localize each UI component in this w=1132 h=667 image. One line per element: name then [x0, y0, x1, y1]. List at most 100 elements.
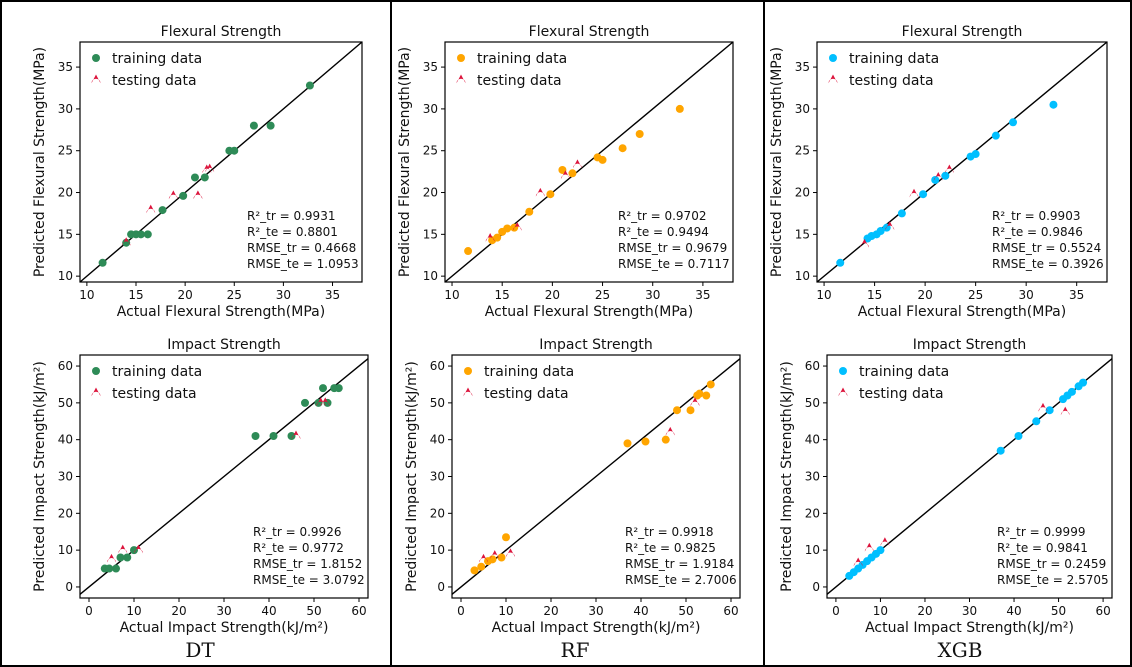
testing-point: [316, 397, 326, 407]
training-point: [1045, 406, 1054, 415]
panel-rf-flexural: Flexural Strength 10 15 20 25 30 35 10 15 20 25 30 3…: [397, 24, 734, 320]
y-tick-label: 25: [423, 144, 438, 158]
plot-area: [79, 41, 363, 283]
training-point: [623, 439, 632, 448]
training-point: [971, 150, 980, 159]
x-tick-label: 20: [171, 604, 186, 618]
training-point: [618, 144, 627, 153]
x-tick-label: 35: [325, 288, 340, 302]
y-tick-label: 20: [795, 186, 810, 200]
legend: training data testing data: [91, 51, 202, 89]
metric-annotation: R²_tr = 0.9918: [625, 525, 713, 539]
y-tick-label: 20: [805, 506, 820, 520]
x-tick-label: 60: [1095, 604, 1110, 618]
panel-title: Impact Strength: [539, 337, 652, 353]
testing-point: [506, 548, 515, 558]
training-point: [112, 564, 120, 573]
y-tick-label: 20: [58, 506, 73, 520]
y-tick-label: 15: [795, 227, 810, 241]
y-tick-label: 40: [58, 433, 73, 447]
x-tick-label: 10: [444, 288, 459, 302]
training-point: [882, 223, 891, 232]
legend: training data testing data: [456, 51, 567, 89]
metric-annotation: RMSE_te = 0.7117: [618, 257, 730, 271]
x-tick-label: 30: [645, 288, 660, 302]
y-axis-label: Predicted Impact Strength(kJ/m²): [779, 361, 795, 592]
legend-training-marker: [464, 367, 472, 375]
training-point: [105, 564, 114, 573]
x-tick-label: 10: [79, 288, 94, 302]
testing-point: [690, 397, 700, 407]
training-point: [477, 562, 486, 571]
legend-testing-marker: [456, 74, 466, 84]
y-tick-label: 30: [423, 102, 438, 116]
model-labels: DT RF XGB: [185, 638, 982, 662]
y-tick-label: 10: [795, 269, 810, 283]
y-tick-label: 60: [430, 359, 445, 373]
y-axis-label: Predicted Impact Strength(kJ/m²): [404, 361, 420, 592]
x-tick-label: 10: [126, 604, 141, 618]
testing-point: [944, 164, 954, 174]
metric-annotation: R²_te = 0.9825: [625, 541, 716, 555]
x-tick-label: 25: [595, 288, 610, 302]
testing-point: [490, 550, 500, 559]
training-point: [661, 435, 670, 444]
y-tick-label: 50: [430, 396, 445, 410]
x-tick-label: 20: [917, 604, 932, 618]
metric-annotation: R²_te = 0.9841: [997, 541, 1088, 555]
testing-point: [535, 187, 545, 197]
y-axis-label: Predicted Flexural Strength(MPa): [769, 47, 785, 277]
legend: training data testing data: [838, 364, 949, 402]
legend-testing-label: testing data: [484, 386, 569, 402]
panel-dt-impact: Impact Strength 0 10 20 30 40 50 60 0 10 20 30 40 50 6…: [32, 337, 369, 636]
y-tick-label: 10: [430, 543, 445, 557]
panel-title: Impact Strength: [913, 337, 1026, 353]
x-tick-label: 30: [216, 604, 231, 618]
metric-annotation: RMSE_tr = 1.9184: [625, 557, 734, 571]
training-point: [305, 81, 314, 90]
y-tick-label: 40: [805, 433, 820, 447]
x-tick-label: 25: [968, 288, 983, 302]
testing-point: [859, 238, 869, 248]
y-tick-label: 60: [58, 359, 73, 373]
training-point: [635, 129, 644, 138]
y-tick-label: 30: [58, 102, 73, 116]
x-tick-label: 10: [873, 604, 888, 618]
x-axis-label: Actual Impact Strength(kJ/m²): [865, 620, 1074, 636]
legend-testing-marker: [91, 74, 101, 84]
legend-training-marker: [92, 367, 100, 375]
testing-point: [665, 426, 675, 436]
y-tick-label: 60: [805, 359, 820, 373]
x-tick-label: 0: [832, 604, 840, 618]
plot-area: [816, 41, 1108, 283]
testing-point: [1038, 402, 1048, 412]
panel-dt-flexural: Flexural Strength 10 15 20 25 30 35 10 15 20 25 30 3…: [32, 24, 363, 320]
metric-annotation: R²_tr = 0.9903: [992, 209, 1080, 223]
training-point: [497, 553, 506, 562]
plot-area: [79, 354, 369, 599]
model-label-rf: RF: [561, 638, 590, 662]
testing-point: [909, 188, 919, 198]
x-tick-label: 20: [917, 288, 932, 302]
training-point: [123, 553, 132, 562]
testing-point: [572, 159, 582, 169]
training-point: [98, 258, 107, 267]
y-tick-label: 10: [58, 269, 73, 283]
training-point: [546, 190, 555, 199]
legend: training data testing data: [91, 364, 202, 402]
panel-title: Flexural Strength: [902, 24, 1023, 40]
y-tick-label: 50: [58, 396, 73, 410]
training-point: [502, 533, 510, 542]
x-tick-label: 15: [128, 288, 143, 302]
x-tick-label: 0: [85, 604, 93, 618]
metric-annotation: RMSE_te = 0.3926: [992, 257, 1104, 271]
training-point: [919, 190, 928, 199]
metric-annotation: RMSE_te = 3.0792: [253, 573, 365, 587]
x-tick-label: 35: [1069, 288, 1084, 302]
testing-point: [205, 163, 215, 173]
legend-training-marker: [839, 367, 847, 375]
x-tick-label: 40: [1006, 604, 1021, 618]
y-tick-label: 20: [430, 506, 445, 520]
